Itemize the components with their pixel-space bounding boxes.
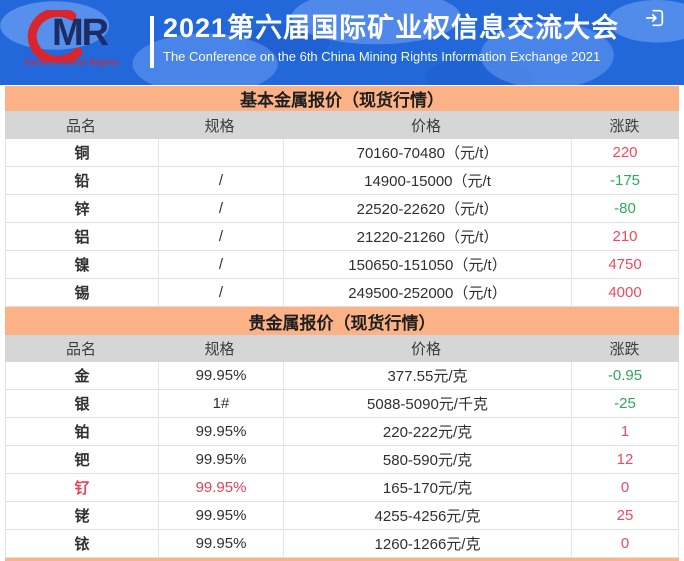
metal-change: 4000 (571, 279, 678, 306)
metal-price: 22520-22620（元/t） (283, 195, 571, 222)
metal-price: 580-590元/克 (283, 446, 571, 473)
metal-price: 4255-4256元/克 (283, 502, 571, 529)
table-row: 金 99.95% 377.55元/克 -0.95 (5, 362, 679, 390)
metal-name: 铝 (74, 229, 90, 246)
metal-name: 铱 (74, 536, 90, 553)
metal-name: 铜 (74, 145, 90, 162)
table-row: 铜 70160-70480（元/t） 220 (5, 139, 679, 167)
metal-spec: 99.95% (158, 362, 283, 389)
metal-spec: 99.95% (158, 530, 283, 557)
table-row: 铅 / 14900-15000（元/t -175 (5, 167, 679, 195)
table-row: 铱 99.95% 1260-1266元/克 0 (5, 530, 679, 558)
metal-change: -25 (571, 390, 678, 417)
section-header-base-metals: 基本金属报价（现货行情） (5, 86, 679, 111)
metal-spec: / (158, 223, 283, 250)
col-header-spec: 规格 (204, 117, 235, 135)
metal-price: 377.55元/克 (283, 362, 571, 389)
metal-price: 70160-70480（元/t） (283, 139, 571, 166)
banner: MR China Mineral Rights 2021第六届国际矿业权信息交流… (0, 0, 684, 85)
conference-subtitle: The Conference on the 6th China Mining R… (163, 48, 601, 64)
table-row-highlighted: 钌 99.95% 165-170元/克 0 (5, 474, 679, 502)
metal-spec: 99.95% (158, 418, 283, 445)
metal-change: 0 (571, 474, 678, 501)
column-header-row: 品名 规格 价格 涨跌 (5, 335, 679, 362)
col-header-name: 品名 (65, 117, 96, 135)
logo-swoosh-icon (27, 10, 83, 62)
table-row: 镍 / 150650-151050（元/t） 4750 (5, 251, 679, 279)
metal-name: 铅 (74, 173, 90, 190)
metal-name: 铑 (74, 508, 90, 525)
metal-change: 25 (571, 502, 678, 529)
metal-spec: 99.95% (158, 446, 283, 473)
table-row: 钯 99.95% 580-590元/克 12 (5, 446, 679, 474)
table-row: 锡 / 249500-252000（元/t） 4000 (5, 279, 679, 307)
metal-change: 1 (571, 418, 678, 445)
enter-icon[interactable] (644, 7, 666, 29)
logo-subtext: China Mineral Rights (24, 58, 120, 67)
metal-spec: / (158, 279, 283, 306)
metal-spec: 1# (158, 390, 283, 417)
metal-name: 金 (74, 368, 90, 385)
banner-titles: 2021第六届国际矿业权信息交流大会 The Conference on the… (163, 12, 619, 64)
metal-name: 钌 (74, 480, 90, 497)
table-row: 铂 99.95% 220-222元/克 1 (5, 418, 679, 446)
divider-bar (150, 16, 154, 68)
metal-spec: 99.95% (158, 474, 283, 501)
metal-name: 银 (74, 396, 90, 413)
logo: MR China Mineral Rights (20, 6, 148, 78)
logo-text: MR (52, 12, 109, 54)
metal-name: 锌 (74, 201, 90, 218)
metal-change: 12 (571, 446, 678, 473)
metal-price: 14900-15000（元/t (283, 167, 571, 194)
col-header-name: 品名 (65, 341, 96, 358)
metal-price: 1260-1266元/克 (283, 530, 571, 557)
world-map-pattern (0, 0, 684, 85)
metal-name: 镍 (74, 257, 90, 274)
metal-change: -175 (571, 167, 678, 194)
table-row: 锌 / 22520-22620（元/t） -80 (5, 195, 679, 223)
metal-change: -80 (571, 195, 678, 222)
table-row: 铑 99.95% 4255-4256元/克 25 (5, 502, 679, 530)
metal-change: 210 (571, 223, 678, 250)
metal-change: 4750 (571, 251, 678, 278)
metal-price: 220-222元/克 (283, 418, 571, 445)
col-header-price: 价格 (410, 117, 441, 135)
metal-spec: / (158, 167, 283, 194)
col-header-change: 涨跌 (609, 117, 640, 135)
col-header-change: 涨跌 (609, 341, 640, 358)
next-section-header-partial (5, 558, 679, 561)
col-header-price: 价格 (410, 341, 441, 358)
metal-name: 钯 (74, 452, 90, 469)
price-tables: 基本金属报价（现货行情） 品名 规格 价格 涨跌 铜 70160-70480（元… (5, 86, 679, 561)
conference-title: 2021第六届国际矿业权信息交流大会 (163, 13, 620, 43)
metal-change: -0.95 (571, 362, 678, 389)
metal-name: 锡 (74, 285, 90, 302)
metal-spec: / (158, 251, 283, 278)
metal-price: 249500-252000（元/t） (283, 279, 571, 306)
metal-price: 21220-21260（元/t） (283, 223, 571, 250)
col-header-spec: 规格 (204, 341, 235, 358)
metal-change: 0 (571, 530, 678, 557)
section-header-precious-metals: 贵金属报价（现货行情） (5, 307, 679, 335)
table-row: 铝 / 21220-21260（元/t） 210 (5, 223, 679, 251)
metal-spec (158, 139, 283, 166)
metal-price: 5088-5090元/千克 (283, 390, 571, 417)
table-row: 银 1# 5088-5090元/千克 -25 (5, 390, 679, 418)
metal-name: 铂 (74, 424, 90, 441)
metal-change: 220 (571, 139, 678, 166)
metal-price: 165-170元/克 (283, 474, 571, 501)
column-header-row: 品名 规格 价格 涨跌 (5, 111, 679, 139)
metal-spec: / (158, 195, 283, 222)
metal-price: 150650-151050（元/t） (283, 251, 571, 278)
metal-spec: 99.95% (158, 502, 283, 529)
